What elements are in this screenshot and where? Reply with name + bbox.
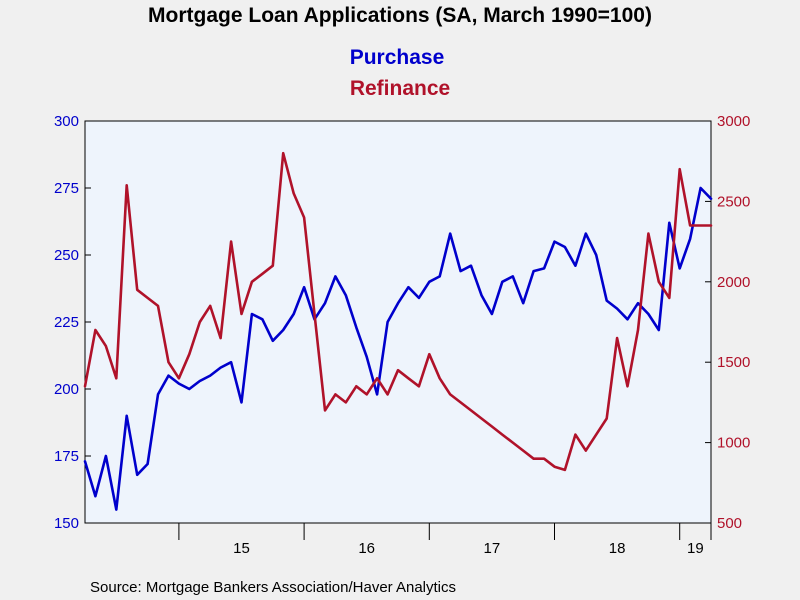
- x-tick-label: 16: [358, 540, 375, 557]
- plot-area: [84, 120, 712, 524]
- left-tick-label: 225: [54, 314, 79, 331]
- chart-title: Mortgage Loan Applications (SA, March 19…: [148, 4, 652, 27]
- x-tick-label: 17: [484, 540, 501, 557]
- right-tick-label: 2500: [717, 193, 750, 210]
- series-layer: [83, 151, 713, 511]
- right-tick-label: 3000: [717, 113, 750, 130]
- left-tick-label: 275: [54, 180, 79, 197]
- right-tick-label: 1500: [717, 354, 750, 371]
- right-tick-label: 2000: [717, 274, 750, 291]
- left-tick-label: 150: [54, 515, 79, 532]
- axes: 150 175 200 225 250 275 300 500 1000 1500 2000 2500…: [54, 113, 750, 557]
- x-tick-label: 18: [609, 540, 626, 557]
- left-tick-label: 200: [54, 381, 79, 398]
- left-tick-label: 175: [54, 448, 79, 465]
- x-tick-label: 19: [687, 540, 704, 557]
- right-tick-label: 500: [717, 515, 742, 532]
- left-tick-label: 250: [54, 247, 79, 264]
- series-line-purchase: [83, 186, 713, 511]
- legend-purchase: Purchase: [350, 46, 445, 69]
- x-tick-label: 15: [233, 540, 250, 557]
- source-note: Source: Mortgage Bankers Association/Hav…: [90, 579, 456, 596]
- legend-refinance: Refinance: [350, 77, 450, 100]
- left-tick-label: 300: [54, 113, 79, 130]
- right-tick-label: 1000: [717, 435, 750, 452]
- series-line-refinance: [83, 151, 713, 472]
